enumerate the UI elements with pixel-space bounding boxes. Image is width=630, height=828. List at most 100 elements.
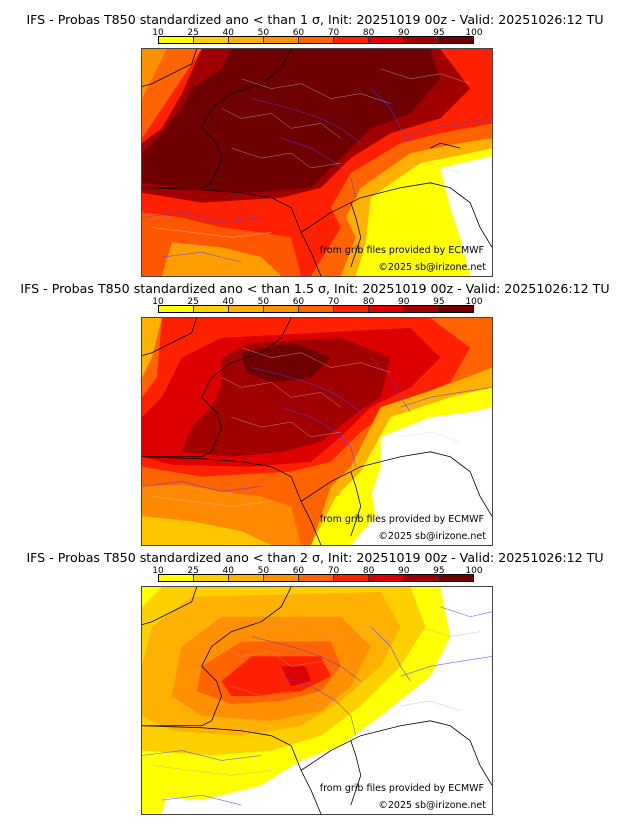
colorbar-label: 25: [187, 297, 199, 307]
colorbar-label: 95: [433, 297, 445, 307]
colorbar-segment: [439, 575, 473, 581]
colorbar-label: 10: [152, 28, 164, 38]
colorbar-segment: [369, 306, 404, 312]
colorbar-label: 40: [222, 297, 234, 307]
colorbar-segment: [299, 37, 334, 43]
coastlines: [142, 587, 492, 814]
colorbar-label: 70: [327, 297, 340, 307]
admin-borders: [151, 68, 471, 238]
field-core-red: [281, 666, 312, 687]
colorbar-segment: [334, 575, 369, 581]
colorbar-segment: [159, 37, 194, 43]
colorbar-labels: 10 25 40 50 60 70 80 90 95 100: [152, 28, 482, 38]
source-credit: from grib files provided by ECMWF: [319, 514, 484, 525]
colorbar-label: 50: [257, 297, 270, 307]
colorbar-label: 60: [292, 28, 305, 38]
field-white: [340, 407, 492, 545]
colorbar-segment: [264, 37, 299, 43]
colorbar-segment: [404, 37, 439, 43]
field-core-maroon: [142, 49, 441, 193]
colorbar-labels: 10 25 40 50 60 70 80 90 95 100: [152, 566, 482, 576]
colorbar-label: 10: [152, 566, 164, 576]
copyright-credit: ©2025 sb@irizone.net: [378, 800, 486, 811]
rivers: [142, 606, 492, 806]
coastlines: [142, 49, 492, 276]
colorbar-segment: [439, 37, 473, 43]
map-svg: [142, 49, 492, 276]
field-west-amber: [142, 318, 162, 378]
colorbar-label: 25: [187, 28, 199, 38]
colorbar-segment: [159, 306, 194, 312]
colorbar-segment: [229, 306, 264, 312]
colorbar-segment: [299, 575, 334, 581]
probability-map: from grib files provided by ECMWF ©2025 …: [141, 317, 493, 546]
field-iberia-yellow: [142, 760, 172, 814]
colorbar-label: 90: [398, 28, 410, 38]
panel-title: IFS - Probas T850 standardized ano < tha…: [26, 550, 604, 565]
field-core-darkred: [181, 337, 391, 457]
probability-map: from grib files provided by ECMWF ©2025 …: [141, 48, 493, 277]
colorbar-segment: [439, 306, 473, 312]
colorbar-segment: [194, 37, 229, 43]
copyright-credit: ©2025 sb@irizone.net: [378, 262, 486, 273]
colorbar-label: 100: [465, 297, 483, 307]
probability-map: from grib files provided by ECMWF ©2025 …: [141, 586, 493, 815]
colorbar-segment: [264, 575, 299, 581]
colorbar-label: 70: [327, 28, 340, 38]
colorbar-label: 50: [257, 28, 270, 38]
colorbar-segment: [334, 37, 369, 43]
field-iberia-amber: [161, 242, 282, 276]
colorbar-label: 100: [465, 566, 483, 576]
field-west-lightorange: [142, 49, 167, 99]
panel-title: IFS - Probas T850 standardized ano < tha…: [20, 281, 610, 296]
colorbar-segment: [194, 575, 229, 581]
source-credit: from grib files provided by ECMWF: [319, 783, 484, 794]
colorbar-segment: [194, 306, 229, 312]
colorbar-label: 80: [362, 28, 375, 38]
colorbar-label: 95: [433, 566, 445, 576]
colorbar-segment: [404, 575, 439, 581]
colorbar-label: 95: [433, 28, 445, 38]
colorbar-label: 90: [398, 297, 410, 307]
map-svg: [142, 587, 492, 814]
panel-title: IFS - Probas T850 standardized ano < tha…: [26, 12, 604, 27]
colorbar: [158, 36, 474, 44]
forecast-panel-2sigma: IFS - Probas T850 standardized ano < tha…: [0, 550, 630, 820]
colorbar-segment: [334, 306, 369, 312]
map-svg: [142, 318, 492, 545]
colorbar-label: 50: [257, 566, 270, 576]
colorbar: [158, 574, 474, 582]
colorbar-segment: [264, 306, 299, 312]
colorbar-label: 60: [292, 566, 305, 576]
colorbar-segment: [369, 575, 404, 581]
colorbar-segment: [369, 37, 404, 43]
forecast-panel-1sigma: IFS - Probas T850 standardized ano < tha…: [0, 12, 630, 282]
field-iberia-yellow: [142, 516, 272, 545]
coastlines: [142, 318, 492, 545]
colorbar-label: 40: [222, 566, 234, 576]
colorbar-segment: [159, 575, 194, 581]
rivers: [142, 88, 492, 263]
rivers: [142, 357, 492, 492]
copyright-credit: ©2025 sb@irizone.net: [378, 531, 486, 542]
colorbar: [158, 305, 474, 313]
colorbar-label: 25: [187, 566, 199, 576]
colorbar-label: 90: [398, 566, 410, 576]
colorbar-segment: [229, 575, 264, 581]
colorbar-label: 70: [327, 566, 340, 576]
colorbar-label: 100: [465, 28, 483, 38]
colorbar-label: 60: [292, 297, 305, 307]
colorbar-label: 80: [362, 297, 375, 307]
field-core-maroon: [241, 342, 331, 383]
colorbar-segment: [229, 37, 264, 43]
admin-borders: [151, 616, 481, 776]
source-credit: from grib files provided by ECMWF: [319, 245, 484, 256]
colorbar-label: 80: [362, 566, 375, 576]
colorbar-segment: [299, 306, 334, 312]
admin-borders: [151, 347, 461, 507]
colorbar-label: 10: [152, 297, 164, 307]
colorbar-labels: 10 25 40 50 60 70 80 90 95 100: [152, 297, 482, 307]
forecast-panel-1-5sigma: IFS - Probas T850 standardized ano < tha…: [0, 281, 630, 551]
colorbar-label: 40: [222, 28, 234, 38]
field-italy-white: [440, 156, 492, 276]
